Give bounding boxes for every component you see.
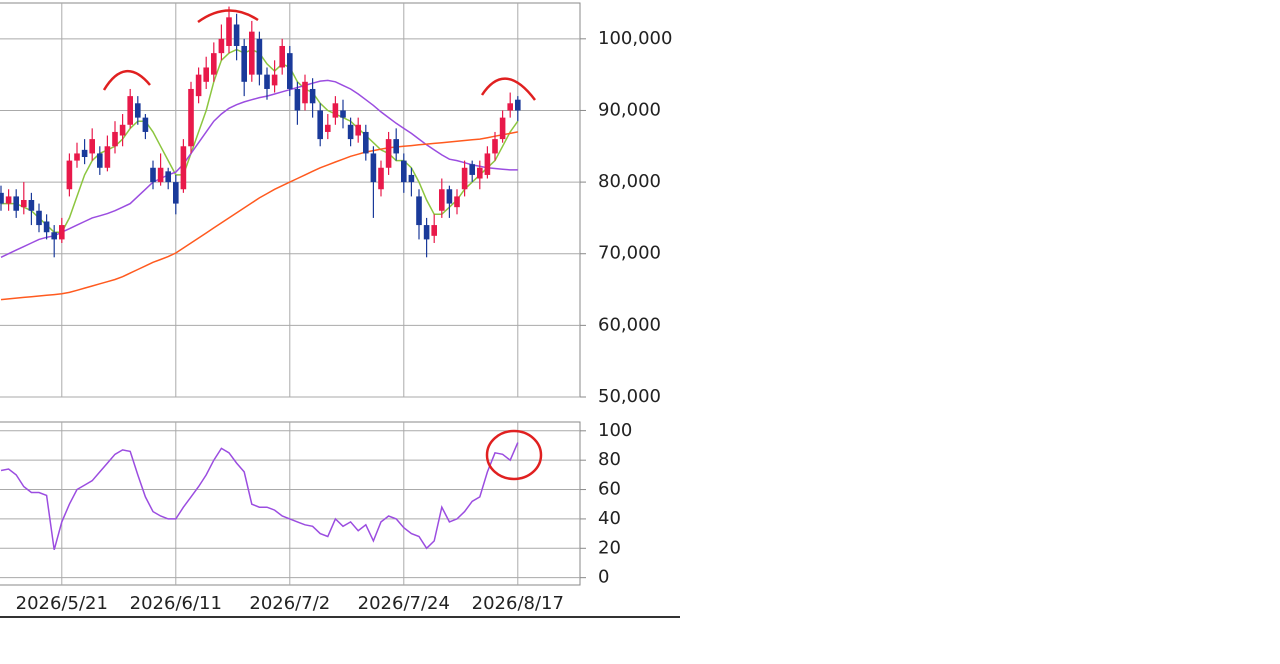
x-tick-label: 2026/6/11 (130, 593, 222, 614)
candle-body (89, 139, 95, 154)
candle-body (416, 196, 422, 226)
candle-body (21, 200, 27, 208)
y-tick-label: 80,000 (598, 171, 661, 192)
x-tick-label: 2026/7/2 (249, 593, 330, 614)
candle-body (439, 189, 445, 211)
candle-body (370, 153, 377, 183)
candle-body (363, 131, 369, 154)
candle-body (378, 167, 384, 190)
candle-body (241, 45, 247, 82)
candle-body (104, 146, 111, 168)
oscillator-frame (0, 421, 581, 586)
moving-average-line (0, 131, 518, 301)
candle-body (499, 117, 506, 140)
candle-body (135, 103, 141, 118)
plot: 50,000 60,000 70,000 80,000 90,000 100,000 0 20… (0, 3, 672, 614)
candle-body (97, 153, 103, 168)
y-tick-label: 60,000 (598, 314, 661, 335)
candle-body (165, 171, 171, 183)
candle-body (81, 149, 88, 158)
candle-body (173, 182, 179, 204)
candle-body (431, 225, 437, 236)
x-tick-label: 2026/8/17 (472, 593, 564, 614)
candle-body (469, 164, 475, 175)
annotations (102, 9, 543, 481)
candle-body (340, 110, 346, 118)
candle-body (264, 74, 270, 89)
moving-average-line (0, 79, 518, 258)
candle-body (226, 17, 232, 46)
x-tick-label: 2026/5/21 (16, 593, 108, 614)
candle-body (142, 117, 149, 132)
candle-body (119, 124, 126, 136)
candle-body (515, 99, 521, 111)
candle-body (150, 167, 156, 183)
candle-body (0, 192, 4, 204)
candle-body (332, 103, 339, 118)
candle-body (195, 74, 202, 97)
candle-body (446, 189, 453, 204)
candle-body (294, 88, 301, 111)
annotation-circle (485, 429, 543, 481)
candle-body (477, 167, 483, 179)
candle-body (218, 38, 225, 54)
candle-body (180, 146, 187, 190)
candle-body (271, 74, 278, 86)
candle-body (66, 160, 73, 190)
candle-body (454, 196, 460, 208)
candle-body (309, 88, 316, 104)
candle-body (28, 200, 35, 211)
candle-body (51, 232, 57, 240)
candle-body (74, 153, 80, 161)
candle-body (249, 31, 255, 75)
y-tick-label: 90,000 (598, 99, 661, 120)
candle-body (385, 139, 392, 168)
candle-body (393, 139, 399, 154)
candle-body (112, 131, 118, 147)
candle-body (203, 67, 209, 82)
candle-body (461, 167, 468, 190)
candle-body (507, 103, 513, 111)
candle-body (408, 174, 415, 183)
candle-body (211, 53, 217, 75)
candle-body (325, 124, 331, 132)
candle-body (492, 139, 498, 154)
candle-body (188, 88, 194, 147)
candle-body (13, 196, 19, 211)
candle-body (423, 225, 430, 240)
candle-body (347, 124, 354, 140)
candle-body (127, 96, 133, 125)
candle-body (5, 196, 12, 204)
candle-body (233, 24, 240, 46)
y-tick-label: 40 (598, 508, 621, 529)
y-tick-label: 20 (598, 537, 621, 558)
candle-body (36, 210, 42, 226)
candle-body (484, 153, 491, 175)
candle-body (59, 225, 65, 240)
y-tick-label: 70,000 (598, 243, 661, 264)
candle-body (317, 110, 323, 140)
candle-body (401, 160, 407, 183)
y-tick-label: 0 (598, 567, 609, 588)
annotation-arc (480, 77, 536, 101)
y-tick-label: 50,000 (598, 386, 661, 407)
x-tick-label: 2026/7/24 (358, 593, 450, 614)
annotation-arc (102, 69, 151, 91)
candle-body (43, 221, 50, 233)
y-tick-label: 60 (598, 479, 621, 500)
y-tick-label: 80 (598, 449, 621, 470)
y-tick-label: 100,000 (598, 28, 672, 49)
oscillator-line (0, 442, 519, 550)
candle-body (287, 53, 293, 89)
candle-body (256, 38, 263, 75)
candle-body (302, 81, 308, 104)
candle-body (157, 167, 164, 183)
candle-body (355, 124, 361, 136)
annotation-arc (197, 9, 259, 24)
y-tick-label: 100 (598, 420, 632, 441)
candle-body (279, 45, 285, 68)
